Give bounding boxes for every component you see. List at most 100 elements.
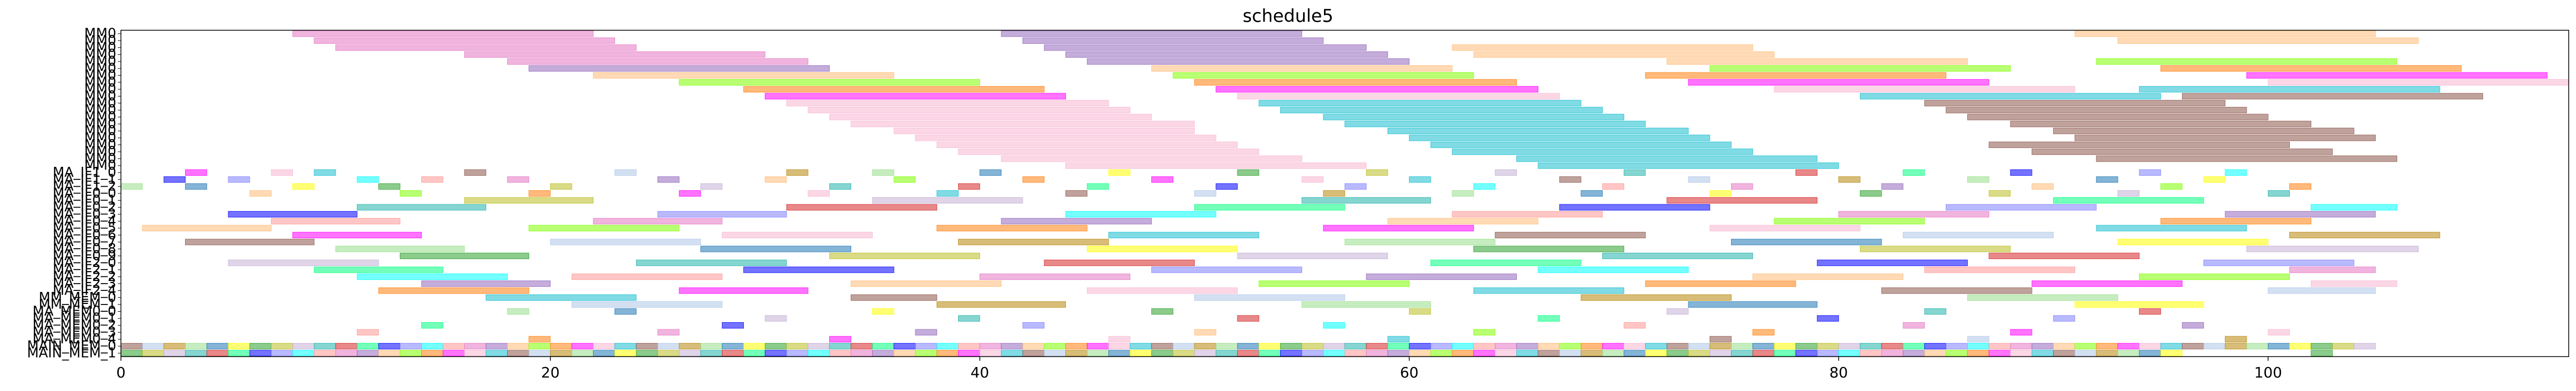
task-bar	[1087, 343, 1109, 350]
task-bar	[1280, 107, 1603, 114]
task-bar	[400, 190, 422, 197]
y-tick-label: MM0	[84, 151, 116, 166]
task-bar	[2225, 211, 2376, 218]
task-bar	[185, 343, 207, 350]
task-bar	[1967, 294, 2118, 301]
task-bar	[765, 350, 787, 357]
task-bar	[2053, 343, 2076, 350]
task-bar	[1645, 72, 1946, 79]
task-bar	[1065, 51, 1388, 58]
task-bar	[1387, 218, 1539, 225]
task-bar	[314, 266, 444, 273]
task-bar	[1366, 350, 1388, 357]
task-bar	[1473, 287, 1625, 294]
y-tick-label: MA_IF2_0	[53, 255, 116, 271]
task-bar	[1860, 350, 1882, 357]
task-bar	[958, 315, 980, 322]
task-bar	[228, 350, 250, 357]
x-tick-label: 60	[1400, 364, 1419, 381]
y-tick-label: MM0	[84, 137, 116, 153]
task-bar	[2075, 135, 2376, 141]
task-bar	[1688, 176, 1710, 183]
task-bar	[206, 350, 229, 357]
task-bar	[636, 350, 658, 357]
task-bar	[378, 287, 530, 294]
task-bar	[1817, 315, 1839, 322]
task-bar	[1903, 343, 1925, 350]
task-bar	[1044, 260, 1195, 266]
task-bar	[1430, 350, 1453, 357]
task-bar	[1323, 225, 1474, 231]
y-tick-label: MA_MEM0_4	[32, 332, 116, 347]
task-bar	[1516, 350, 1539, 357]
task-bar	[2010, 350, 2032, 357]
x-tick-label: 80	[1830, 364, 1848, 381]
y-tick-label: MM_MEM_0	[39, 290, 116, 306]
y-tick-label: MM0	[84, 109, 116, 125]
task-bar	[507, 343, 530, 350]
task-bar	[1559, 350, 1581, 357]
task-bar	[400, 343, 422, 350]
task-bar	[829, 183, 852, 190]
task-bar	[1237, 93, 1560, 100]
task-bar	[1645, 280, 1796, 287]
task-bar	[721, 343, 744, 350]
task-bar	[249, 350, 272, 357]
y-tick-label: MM0	[84, 144, 116, 160]
task-bar	[1452, 211, 1603, 218]
task-bar	[657, 176, 680, 183]
task-bar	[292, 30, 594, 37]
task-bar	[1387, 128, 1689, 135]
task-bar	[1044, 44, 1367, 51]
task-bar	[529, 65, 830, 72]
task-bar	[1366, 169, 1388, 176]
task-bar	[2160, 218, 2312, 225]
task-bar	[443, 343, 465, 350]
task-bar	[936, 350, 959, 357]
task-bar	[1989, 141, 2290, 148]
y-tick-label: MA_IF1_1	[53, 172, 116, 187]
y-tick-label: MA_IF2_4	[53, 283, 116, 298]
y-tick-label: MA_IF0_7	[53, 234, 116, 250]
task-bar	[765, 176, 787, 183]
task-bar	[1237, 350, 1259, 357]
task-bar	[335, 343, 358, 350]
task-bar	[120, 350, 143, 357]
y-tick-label: MA_IF2_3	[53, 276, 116, 291]
y-tick-label: MM_MEM_1	[39, 297, 116, 312]
task-bar	[1967, 176, 1990, 183]
task-bar	[1602, 183, 1625, 190]
task-bar	[1709, 225, 1861, 231]
task-bar	[1216, 350, 1238, 357]
task-bar	[1688, 350, 1710, 357]
task-bar	[1194, 190, 1217, 197]
task-bar	[872, 197, 1023, 204]
task-bar	[1344, 343, 1367, 350]
task-bar	[765, 93, 1066, 100]
task-bar	[185, 350, 207, 357]
task-bar	[915, 350, 937, 357]
task-bar	[335, 350, 358, 357]
task-bar	[915, 135, 1217, 141]
task-bar	[1087, 287, 1238, 294]
task-bar	[2289, 183, 2312, 190]
task-bar	[1452, 44, 1753, 51]
task-bar	[1945, 204, 2097, 211]
task-bar	[1108, 231, 1259, 239]
task-bar	[314, 169, 336, 176]
y-tick-label: MM0	[84, 89, 116, 104]
y-tick-label: MM0	[84, 158, 116, 174]
y-tick-label: MAIN_MEM_1	[27, 345, 116, 361]
task-bar	[120, 183, 143, 190]
task-bar	[679, 350, 701, 357]
task-bar	[786, 169, 808, 176]
y-tick-label: MM0	[84, 95, 116, 111]
task-bar	[1001, 30, 1303, 37]
task-bar	[2075, 343, 2097, 350]
task-bar	[550, 239, 701, 246]
task-bar	[1752, 343, 1775, 350]
task-bar	[1323, 343, 1345, 350]
task-bar	[1903, 169, 1925, 176]
task-bar	[2096, 176, 2118, 183]
task-bar	[1924, 100, 2226, 106]
